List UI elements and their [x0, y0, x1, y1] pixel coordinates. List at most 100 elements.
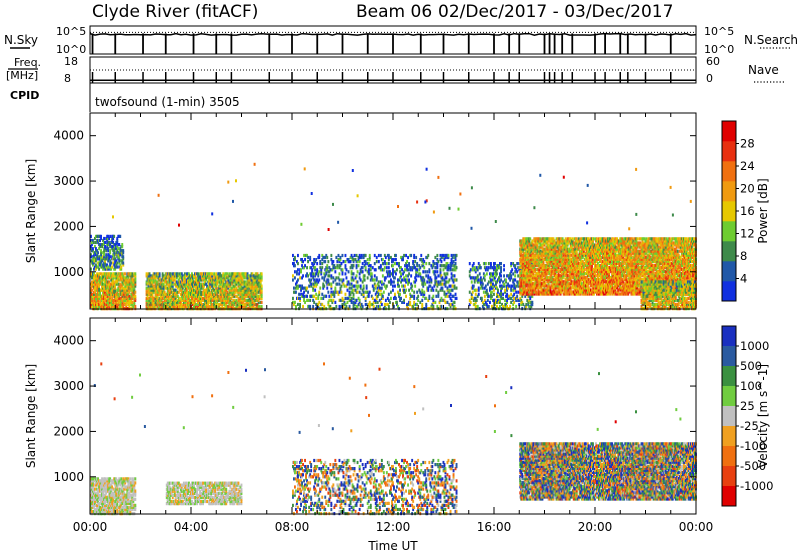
scatter-cell [352, 284, 355, 288]
scatter-cell [541, 253, 544, 257]
scatter-cell [496, 268, 498, 272]
scatter-cell [255, 272, 258, 276]
scatter-cell [247, 276, 250, 280]
scatter-cell [344, 302, 347, 307]
scatter-cell [523, 245, 526, 249]
scatter-cell [129, 284, 132, 288]
scatter-cell [251, 302, 254, 307]
power-scatter [90, 162, 697, 311]
scatter-cell [115, 243, 118, 247]
scatter-cell [520, 300, 523, 304]
scatter-cell [358, 272, 361, 276]
scatter-cell [397, 284, 399, 288]
scatter-cell [110, 274, 113, 278]
scatter-cell [254, 278, 257, 282]
scatter-cell [108, 304, 111, 309]
scatter-cell [340, 278, 343, 282]
scatter-cell [162, 274, 165, 278]
scatter-cell [183, 274, 186, 278]
scatter-cell [188, 296, 190, 300]
scatter-cell [149, 290, 152, 294]
scatter-cell [526, 251, 529, 255]
scatter-cell [473, 296, 476, 300]
scatter-cell [211, 298, 214, 302]
scatter-cell [517, 290, 520, 294]
scatter-cell [397, 304, 399, 309]
scatter-cell [213, 302, 216, 307]
scatter-cell [214, 278, 217, 282]
scatter-cell [405, 262, 407, 266]
scatter-cell [223, 298, 226, 302]
scatter-cell [320, 302, 323, 307]
scatter-cell [370, 274, 373, 278]
scatter-cell [436, 284, 439, 288]
scatter-cell [236, 280, 239, 284]
scatter-cell [97, 290, 99, 294]
scatter-cell [522, 263, 525, 268]
scatter-cell [415, 270, 418, 274]
scatter-cell [177, 284, 180, 288]
scatter-cell [519, 259, 522, 263]
scatter-cell [529, 286, 532, 290]
scatter-cell [170, 280, 173, 284]
scatter-cell [529, 276, 532, 280]
scatter-cell [232, 280, 235, 284]
scatter-cell [92, 284, 94, 288]
scatter-cell [532, 251, 535, 255]
scatter-cell [296, 284, 298, 288]
scatter-cell [540, 272, 543, 276]
scatter-cell [518, 298, 521, 302]
scatter-cell [535, 239, 538, 243]
scatter-cell [538, 255, 541, 259]
scatter-cell [168, 288, 171, 292]
scatter-cell [208, 280, 211, 284]
scatter-cell [450, 302, 453, 307]
scatter-cell [98, 276, 100, 280]
scatter-cell [358, 260, 361, 264]
scatter-cell [380, 294, 383, 298]
scatter-cell [90, 272, 92, 276]
scatter-cell [171, 292, 174, 296]
scatter-cell [90, 302, 92, 307]
scatter-cell [107, 300, 110, 304]
scatter-cell [179, 272, 182, 276]
scatter-cell [234, 290, 237, 294]
scatter-cell [403, 290, 405, 294]
scatter-cell [113, 290, 116, 294]
scatter-cell [148, 278, 151, 282]
scatter-cell [474, 300, 477, 304]
scatter-cell [316, 262, 319, 266]
scatter-cell [229, 302, 232, 307]
scatter-cell [534, 257, 537, 261]
scatter-cell [161, 274, 164, 278]
scatter-cell [231, 276, 234, 280]
scatter-cell [98, 278, 100, 282]
scatter-cell [513, 286, 516, 290]
scatter-cell [525, 280, 528, 284]
scatter-cell [522, 270, 525, 274]
scatter-cell [479, 276, 482, 280]
scatter-cell [98, 272, 100, 276]
scatter-cell [323, 304, 326, 309]
scatter-cell [200, 298, 202, 302]
scatter-cell [493, 288, 495, 292]
scatter-cell [243, 274, 246, 278]
scatter-cell [344, 253, 347, 258]
scatter-cell [439, 264, 442, 268]
scatter-cell [524, 265, 527, 270]
scatter-cell [528, 253, 531, 257]
scatter-cell [301, 264, 303, 268]
scatter-cell [499, 274, 501, 278]
scatter-cell [293, 302, 295, 307]
scatter-cell [156, 300, 159, 304]
scatter-cell [202, 284, 204, 288]
scatter-cell [219, 274, 222, 278]
scatter-cell [172, 288, 175, 292]
scatter-cell [208, 298, 211, 302]
scatter-cell [145, 298, 148, 302]
scatter-cell [91, 298, 93, 302]
scatter-cell [166, 300, 169, 304]
scatter-cell [306, 272, 308, 276]
scatter-cell [525, 270, 528, 274]
scatter-cell [145, 282, 148, 286]
